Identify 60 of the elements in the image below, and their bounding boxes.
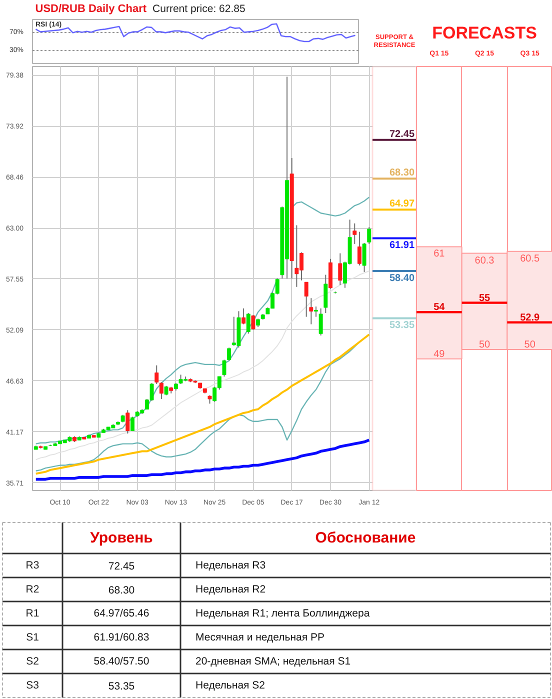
candlestick bbox=[314, 306, 318, 318]
annotation: 50 bbox=[478, 339, 490, 350]
annotation: 50 bbox=[524, 339, 536, 350]
candlestick bbox=[130, 416, 134, 432]
text: Недельная R3 bbox=[196, 560, 266, 572]
category-label: S3 bbox=[26, 680, 39, 692]
category-label: Обоснование bbox=[315, 530, 416, 546]
candlestick bbox=[362, 242, 366, 272]
candlestick bbox=[309, 298, 314, 325]
text: 61.91/60.83 bbox=[94, 632, 150, 644]
ref-line-label: 72.45 bbox=[389, 128, 415, 140]
ref-line-label: 61.91 bbox=[389, 240, 415, 252]
text: 64.97/65.46 bbox=[94, 608, 150, 620]
candlestick bbox=[246, 312, 250, 334]
candlestick bbox=[357, 231, 362, 266]
text: 58.40/57.50 bbox=[94, 656, 150, 668]
text: 53.35 bbox=[108, 680, 135, 692]
annotation: 60.3 bbox=[474, 255, 495, 266]
ref-line-label: 64.97 bbox=[389, 198, 415, 210]
text: Current price: 62.85 bbox=[152, 3, 246, 15]
annotation: 55 bbox=[478, 292, 490, 304]
candlestick bbox=[159, 382, 164, 400]
chart-title: FORECASTS bbox=[432, 24, 537, 42]
category-label: R1 bbox=[26, 608, 40, 620]
annotation: 49 bbox=[434, 348, 446, 360]
category-label: S1 bbox=[26, 632, 39, 644]
candlestick bbox=[126, 410, 130, 434]
candlestick bbox=[222, 359, 226, 378]
category-label: S2 bbox=[26, 656, 39, 668]
annotation: 60.5 bbox=[520, 253, 540, 264]
text: 68.30 bbox=[108, 584, 135, 596]
candlestick bbox=[251, 314, 256, 330]
text: Недельная S2 bbox=[196, 680, 265, 692]
category-label: R3 bbox=[26, 560, 40, 572]
text: Месячная и недельная PP bbox=[196, 632, 325, 644]
candlestick bbox=[304, 282, 308, 318]
candlestick bbox=[324, 274, 328, 314]
line-series bbox=[34, 438, 371, 481]
text: Недельная R2 bbox=[196, 584, 266, 596]
candlestick bbox=[164, 385, 168, 396]
line-series bbox=[35, 23, 356, 42]
text: 20-дневная SMA; недельная S1 bbox=[196, 656, 351, 668]
candlestick bbox=[367, 226, 372, 244]
candlestick bbox=[352, 222, 357, 244]
candlestick bbox=[242, 308, 246, 325]
category-label: R2 bbox=[26, 584, 40, 596]
ref-line-label: 68.30 bbox=[389, 168, 415, 179]
candlestick bbox=[154, 364, 159, 385]
ref-line-label: 53.35 bbox=[389, 320, 415, 332]
text: Недельная R1; лента Боллинджера bbox=[196, 608, 370, 620]
category-label: Уровень bbox=[90, 530, 153, 546]
candlestick bbox=[318, 308, 323, 336]
text: USD/RUB Daily Chart bbox=[35, 3, 147, 15]
annotation: 54 bbox=[434, 302, 446, 314]
candlestick bbox=[227, 347, 232, 362]
annotation: 52.9 bbox=[520, 312, 540, 324]
candlestick bbox=[338, 252, 342, 286]
annotation: 61 bbox=[434, 248, 446, 260]
text: 72.45 bbox=[108, 560, 135, 572]
ref-line-label: 58.40 bbox=[389, 273, 415, 284]
